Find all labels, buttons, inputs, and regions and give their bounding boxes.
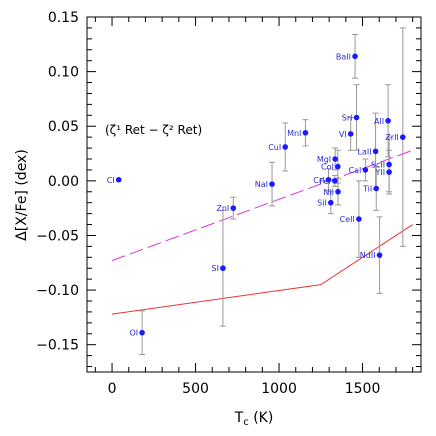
- point-label: TiI: [362, 184, 372, 193]
- data-point: [335, 188, 341, 195]
- data-point: [139, 329, 145, 336]
- y-tick-label: 0.05: [48, 119, 79, 135]
- data-point: [325, 176, 332, 183]
- data-point: [385, 117, 391, 124]
- data-point: [356, 216, 362, 222]
- data-point: [230, 205, 237, 211]
- y-tick-label: −0.10: [36, 283, 79, 299]
- point-label: NdII: [360, 251, 376, 260]
- point-label: VI: [339, 130, 347, 139]
- plot-area: [86, 16, 422, 373]
- point-label: CoI: [321, 163, 334, 172]
- data-point: [362, 167, 369, 173]
- point-label: SI: [212, 264, 219, 273]
- data-points: [115, 53, 406, 336]
- y-tick-labels: −0.15 −0.10 −0.05 0.00 0.05 0.10 0.15: [36, 10, 79, 354]
- data-point: [386, 169, 392, 175]
- point-label: CI: [107, 176, 115, 185]
- point-label: NiI: [323, 188, 334, 197]
- x-tick-label: 500: [182, 381, 209, 397]
- point-label: MgI: [317, 155, 331, 164]
- data-point: [386, 161, 392, 168]
- y-tick-label: −0.05: [36, 228, 79, 244]
- y-tick-label: 0.10: [48, 65, 79, 81]
- point-label: CeII: [340, 215, 355, 224]
- x-axis-label: Tc (K): [234, 410, 274, 428]
- data-point: [373, 185, 380, 192]
- point-label: SiI: [317, 199, 327, 208]
- data-point: [376, 252, 383, 258]
- point-label: AlI: [374, 117, 384, 126]
- y-tick-label: −0.15: [36, 338, 79, 354]
- point-label: SrI: [342, 113, 353, 122]
- point-label: CuI: [268, 143, 281, 152]
- data-point: [347, 131, 354, 137]
- point-label: MnI: [287, 129, 301, 138]
- point-label: OI: [129, 329, 138, 338]
- x-tick-label: 1000: [261, 381, 297, 397]
- point-label: BaII: [336, 52, 351, 61]
- trend-lines: [111, 149, 413, 315]
- data-point: [115, 176, 122, 183]
- data-point: [269, 181, 275, 187]
- point-labels: CI OI NaI MgI AlI SiI SI CaI ScII TiI VI CrI MnI FeI C…: [107, 52, 399, 337]
- annotation: (ζ¹ Ret − ζ² Ret): [105, 123, 202, 137]
- data-point: [328, 199, 334, 206]
- data-point: [335, 163, 341, 170]
- point-label: FeI: [319, 177, 330, 186]
- data-point: [220, 265, 226, 272]
- magenta-dashed-line: [111, 149, 413, 262]
- x-tick-label: 1500: [345, 381, 381, 397]
- y-axis-label: Δ[X/Fe] (dex): [14, 149, 30, 241]
- y-tick-label: 0.15: [48, 10, 79, 26]
- axis-ticks: [87, 16, 421, 372]
- data-point: [353, 114, 360, 121]
- point-label: CrI: [313, 176, 324, 185]
- data-point: [302, 129, 309, 136]
- point-label: NaI: [255, 180, 268, 189]
- data-point: [332, 178, 338, 184]
- x-tick-label: 0: [108, 381, 117, 397]
- point-label: ScII: [371, 160, 385, 169]
- red-solid-line: [111, 224, 413, 315]
- data-point: [332, 156, 338, 162]
- x-tick-labels: 0 500 1000 1500: [108, 381, 381, 397]
- point-label: LaII: [357, 147, 371, 156]
- data-point: [399, 134, 406, 140]
- point-label: ZrII: [385, 133, 399, 142]
- data-point: [352, 53, 358, 60]
- point-label: YII: [374, 168, 385, 177]
- point-label: CaI: [349, 166, 362, 175]
- y-tick-label: 0.00: [48, 174, 79, 190]
- point-label: ZnI: [216, 204, 229, 213]
- data-point: [372, 148, 379, 155]
- data-point: [282, 144, 289, 150]
